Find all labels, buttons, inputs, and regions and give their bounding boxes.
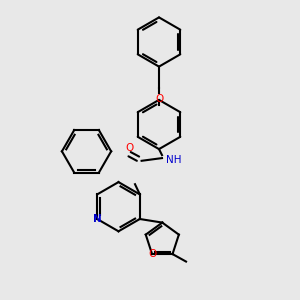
Text: N: N bbox=[93, 214, 102, 224]
Text: O: O bbox=[155, 94, 163, 104]
Text: O: O bbox=[148, 249, 156, 259]
Text: NH: NH bbox=[166, 154, 181, 165]
Text: O: O bbox=[125, 143, 134, 153]
